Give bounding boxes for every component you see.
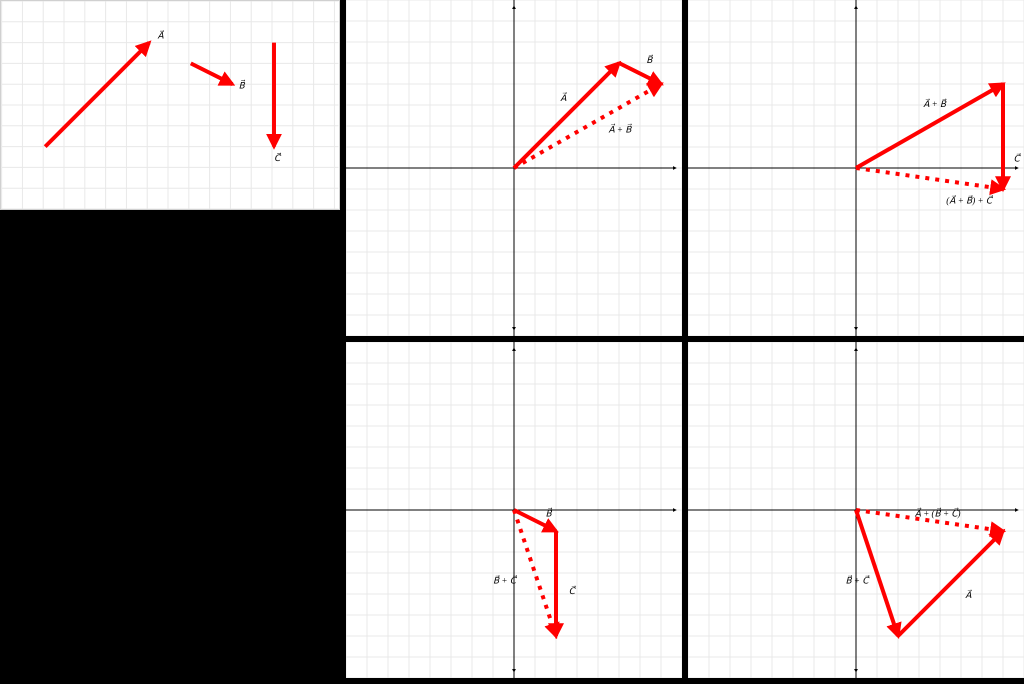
vector bbox=[191, 63, 233, 84]
grid bbox=[2, 1, 339, 209]
vector bbox=[898, 531, 1003, 636]
vector-label: B⃗ + C⃗ bbox=[846, 575, 871, 586]
vector-label: C⃗ bbox=[1014, 153, 1022, 164]
vector-label: A⃗ bbox=[965, 590, 972, 601]
vector-label: A⃗ + B⃗ bbox=[923, 98, 947, 109]
vector-panel-4: B⃗C⃗B⃗ + C⃗ bbox=[346, 342, 682, 678]
vector-label: A⃗ bbox=[560, 92, 567, 103]
vector-panel-1: A⃗ B⃗ C⃗ bbox=[0, 0, 340, 210]
vector-label: (A⃗ + B⃗) + C⃗ bbox=[946, 195, 993, 206]
vector-label: A⃗ + (B⃗ + C⃗) bbox=[915, 508, 961, 519]
vector-label: B⃗ bbox=[239, 80, 246, 91]
vector-panel-3: A⃗ + B⃗ C⃗ (A⃗ + B⃗) + C⃗ bbox=[688, 0, 1024, 336]
vector-label: A⃗ + B⃗ bbox=[609, 124, 633, 135]
vector-label: A⃗ bbox=[158, 30, 165, 41]
vector-label: B⃗ + C⃗ bbox=[493, 575, 518, 586]
vector-label: C⃗ bbox=[274, 153, 282, 164]
vector bbox=[856, 168, 1003, 189]
vector-panel-5: B⃗ + C⃗ A⃗ A⃗ + (B⃗ + C⃗) bbox=[688, 342, 1024, 678]
vector bbox=[45, 43, 149, 147]
vector-label: B⃗ bbox=[546, 508, 553, 519]
vector-panel-2: A⃗B⃗A⃗ + B⃗ bbox=[346, 0, 682, 336]
